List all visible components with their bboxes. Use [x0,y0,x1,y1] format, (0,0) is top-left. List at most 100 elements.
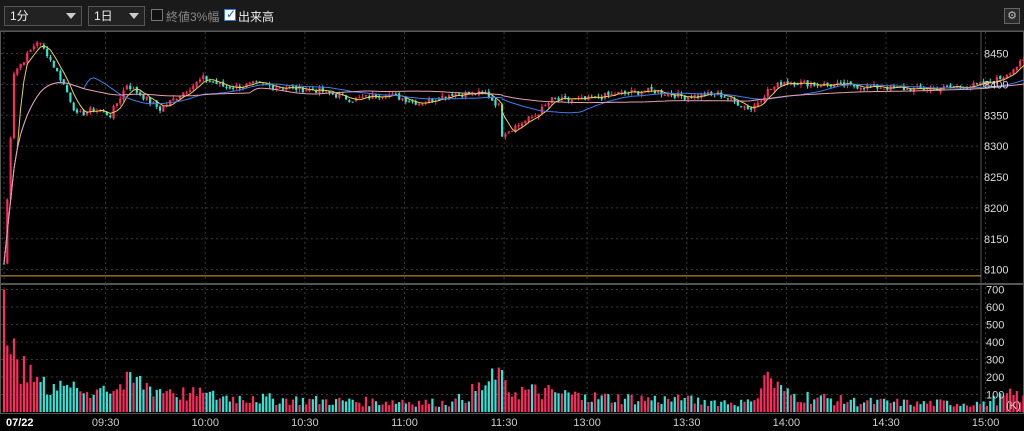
volume-bar [497,367,500,412]
candle-body [441,95,444,100]
volume-bar [258,403,261,412]
volume-bar [786,388,789,412]
candle-body [779,81,783,86]
x-tick-label: 11:30 [491,417,518,429]
candle-body [550,97,554,103]
candle-body [109,115,112,118]
candle-body [32,46,35,50]
volume-bar [799,402,803,412]
candle-body [414,101,417,105]
volume-bar [321,399,324,412]
candle-body [268,84,271,86]
interval-select[interactable]: 1分 [4,6,82,26]
candle-body [740,106,743,108]
volume-bar [1015,391,1018,412]
candle-body [859,87,862,90]
price-panel [1,40,1024,277]
volume-bar [776,381,779,412]
volume-bar [32,381,35,412]
candle-body [979,82,982,85]
candle-body [305,90,308,92]
candle-body [660,89,663,95]
volume-bar [494,379,497,412]
candle-body [554,97,557,99]
candle-body [318,87,321,94]
candle-body [308,89,311,92]
candle-body [182,92,185,97]
candle-body [404,97,407,102]
volume-bar [26,382,29,412]
volume-checkbox[interactable] [224,7,236,21]
volume-bar [906,399,909,412]
volume-bar [972,405,975,412]
x-tick-label: 13:30 [673,417,701,429]
candle-body [949,85,952,88]
volume-bar [773,388,776,412]
volume-bar [178,399,182,412]
volume-bar [849,399,852,412]
gear-icon[interactable]: ⚙ [1004,8,1020,24]
candle-body [62,79,65,85]
candle-body [524,120,527,124]
candle-body [451,94,454,97]
volume-bar [222,396,225,412]
volume-bar [195,395,198,412]
close-3pct-checkbox[interactable] [151,9,163,21]
volume-bar [218,398,221,412]
volume-bar [9,354,12,412]
volume-bar [710,400,713,412]
volume-bar [985,405,989,412]
candle-body [105,111,109,116]
volume-bar [969,406,972,412]
volume-bar [46,394,49,412]
candle-body [640,92,643,95]
volume-bar [620,404,623,412]
volume-bar [819,395,822,412]
volume-bar [291,399,294,412]
candle-body [225,86,228,88]
volume-bar [474,390,477,412]
volume-bar [613,402,617,412]
candle-body [208,81,211,83]
candle-body [501,112,504,137]
candle-body [218,82,221,85]
volume-bar [833,405,836,412]
volume-bar [451,401,454,412]
volume-bar [683,398,686,412]
volume-bar [836,401,839,412]
volume-bar [135,377,138,412]
candle-body [1019,60,1022,67]
volume-bar [427,403,431,412]
candle-body [291,86,294,88]
candle-body [723,96,726,98]
candle-body [119,98,122,104]
volume-bar [255,402,258,412]
volume-bar [706,405,710,412]
volume-bar [587,401,590,412]
volume-bar [248,402,251,412]
candle-body [202,75,205,79]
volume-tick-label: 100 [986,390,1004,402]
close-3pct-label: 終値3%幅 [166,10,220,24]
candle-body [391,93,394,96]
candle-body [534,115,537,117]
candle-body [906,88,909,90]
candle-body [773,86,776,90]
candle-body [537,114,540,117]
candle-body [975,83,979,85]
volume-bar [886,400,889,412]
volume-bar [245,402,248,412]
candle-body [945,85,949,87]
volume-bar [145,382,148,412]
volume-bar [746,399,749,412]
ma-mid-line [3,77,1024,264]
candle-body [637,91,640,95]
period-select[interactable]: 1日 [88,6,145,26]
candle-body [593,95,597,97]
candle-body [56,67,59,71]
candle-body [769,88,773,90]
x-tick-label: 13:00 [573,417,601,429]
volume-bar [859,403,862,412]
volume-bar [454,398,457,412]
volume-bar [617,394,620,412]
